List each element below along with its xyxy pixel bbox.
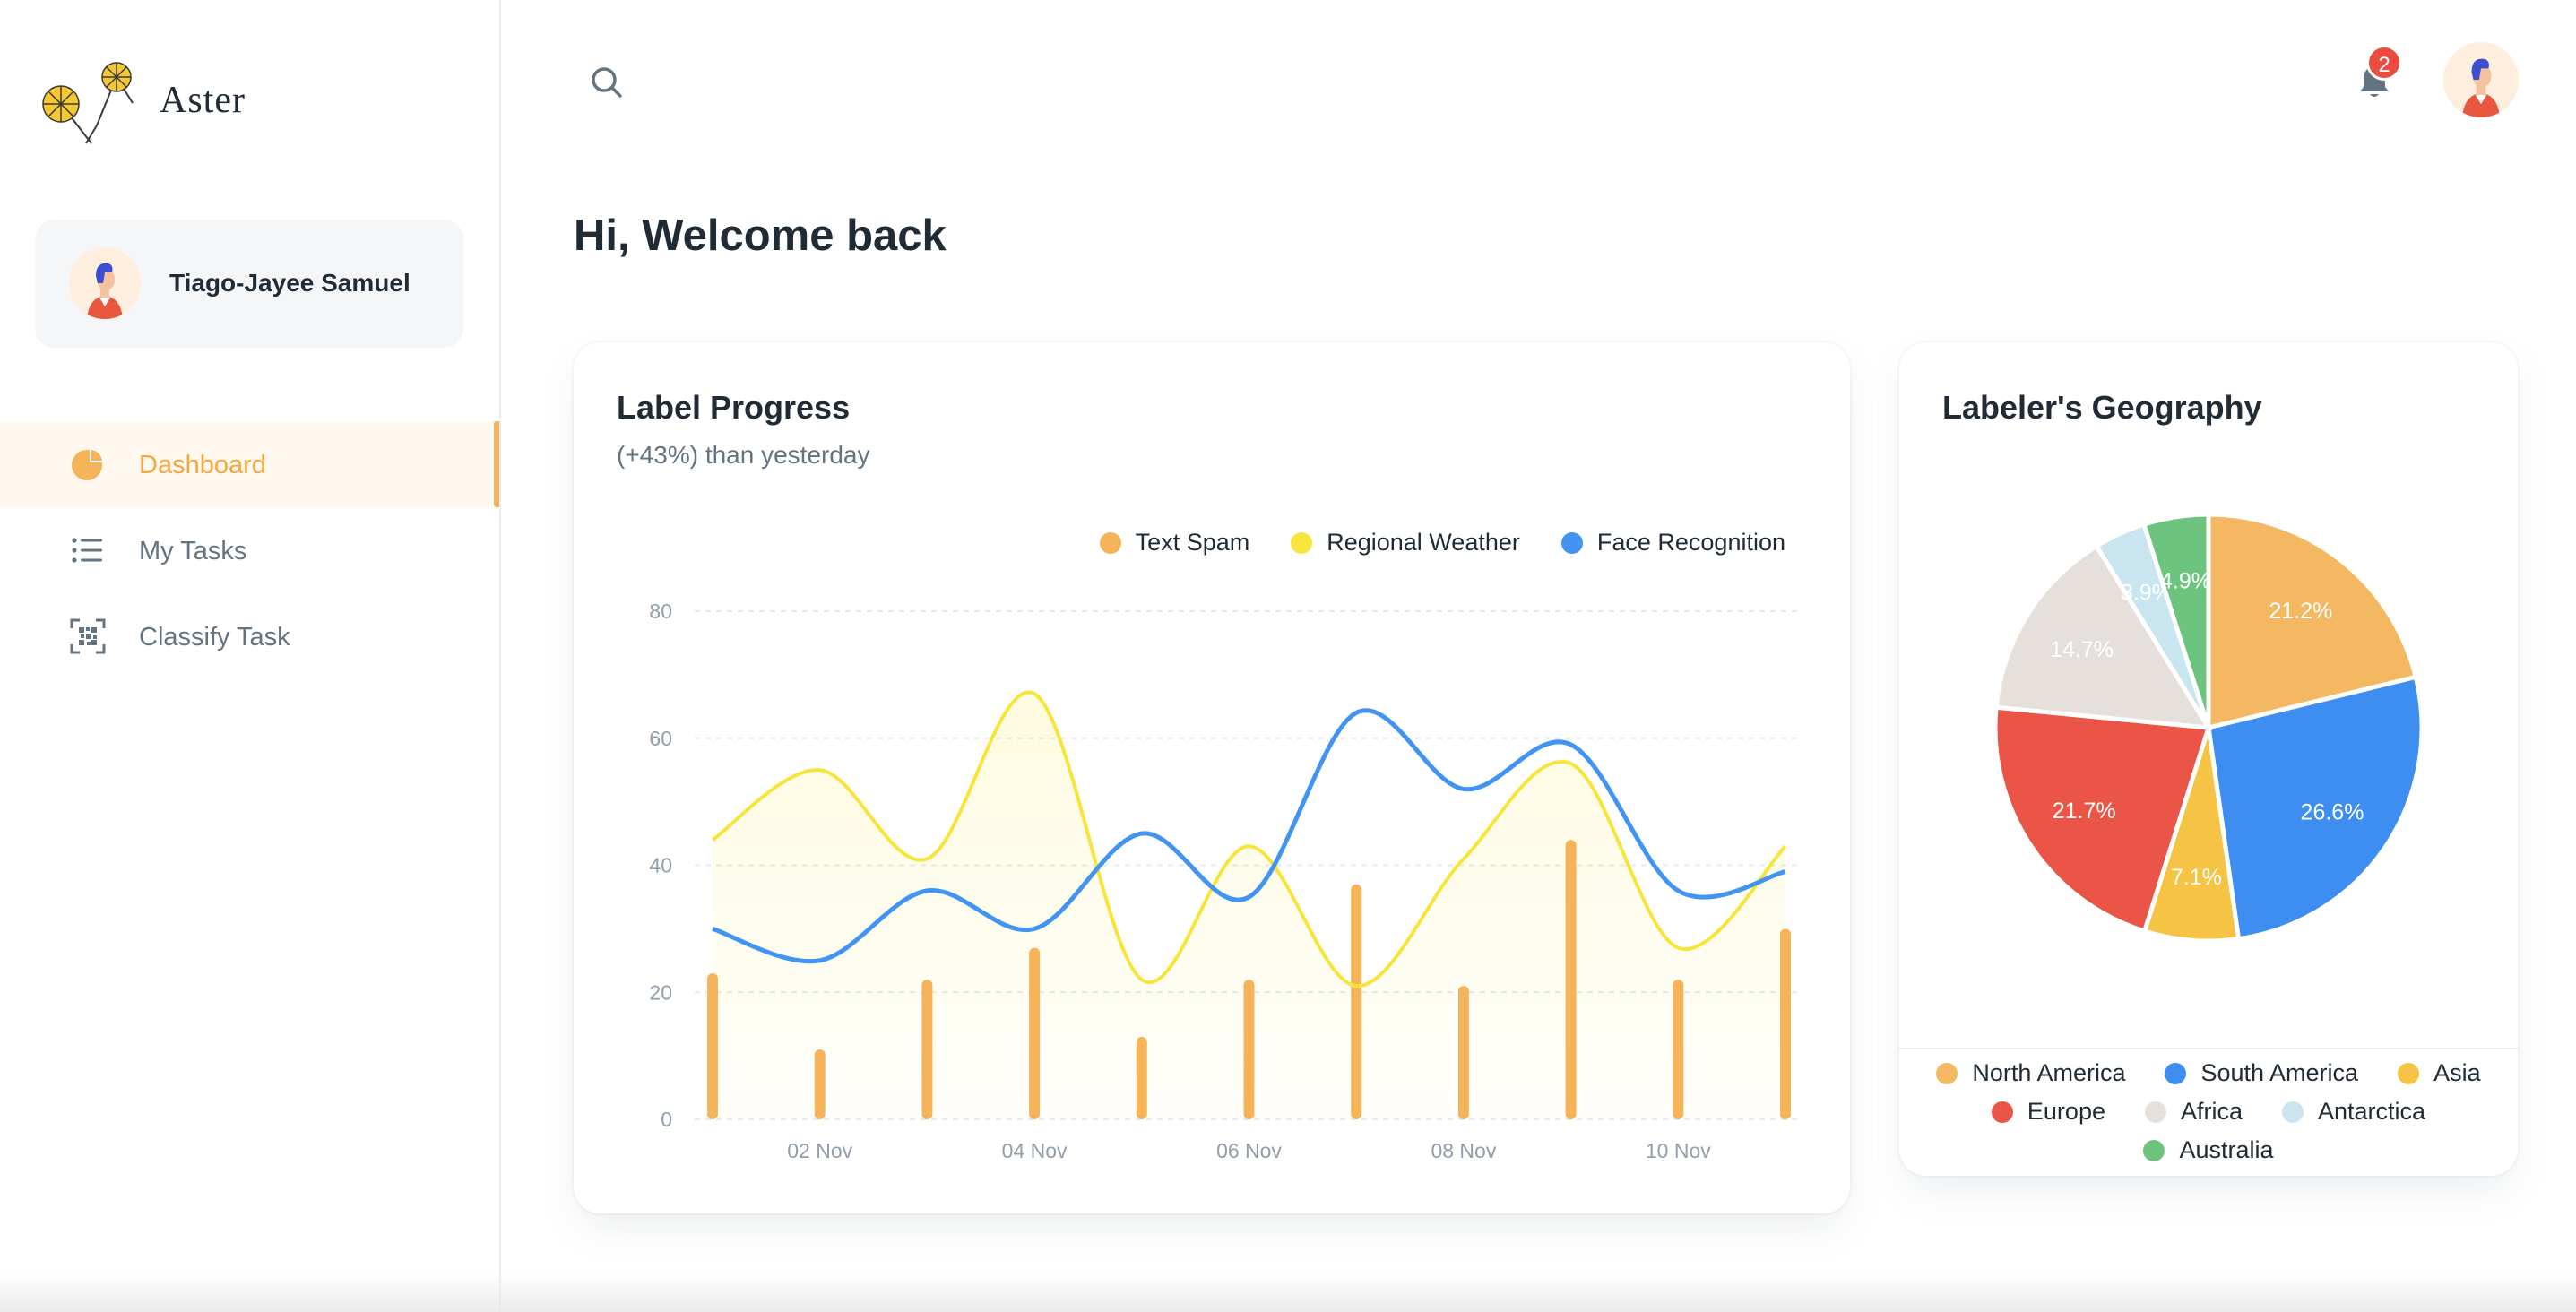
text-spam-bar bbox=[1243, 980, 1255, 1119]
text-spam-bar bbox=[1136, 1036, 1147, 1119]
regional-weather-line bbox=[711, 690, 1787, 988]
x-tick-label: 06 Nov bbox=[1216, 1139, 1282, 1162]
pie-slice-label: 26.6% bbox=[2301, 799, 2364, 824]
user-avatar-icon bbox=[69, 247, 141, 319]
card-subtitle: (+43%) than yesterday bbox=[617, 441, 870, 469]
text-spam-bar bbox=[1565, 840, 1577, 1119]
legend-label: Face Recognition bbox=[1596, 529, 1785, 556]
legend-item-antarctica[interactable]: Antarctica bbox=[2282, 1098, 2425, 1126]
legend-label: Regional Weather bbox=[1327, 529, 1520, 556]
avatar bbox=[69, 247, 141, 319]
legend-dot bbox=[2143, 1139, 2165, 1161]
legend-label: Antarctica bbox=[2318, 1098, 2426, 1125]
pie-slice-south-america bbox=[2206, 674, 2425, 942]
regional-weather-area bbox=[713, 692, 1785, 1119]
pie-slice-label: 21.7% bbox=[2053, 798, 2116, 824]
search-icon[interactable] bbox=[587, 63, 627, 102]
x-tick-label: 10 Nov bbox=[1646, 1139, 1711, 1162]
list-icon bbox=[72, 538, 102, 563]
text-spam-bar bbox=[921, 980, 933, 1119]
sidebar-nav: Dashboard My Tasks bbox=[0, 421, 499, 679]
legend-label: Text Spam bbox=[1135, 529, 1250, 556]
pie-slice-australia bbox=[2140, 512, 2211, 729]
pie-slice-north-america bbox=[2206, 512, 2419, 731]
legend-item-africa[interactable]: Africa bbox=[2144, 1098, 2243, 1126]
pie-slice-label: 7.1% bbox=[2171, 865, 2222, 890]
sidebar-item-my-tasks[interactable]: My Tasks bbox=[0, 507, 499, 593]
brand-logo[interactable]: Aster bbox=[34, 54, 267, 152]
text-spam-bar bbox=[814, 1049, 826, 1119]
legend-item-north-america[interactable]: North America bbox=[1936, 1059, 2125, 1087]
text-spam-bar bbox=[1780, 928, 1791, 1119]
legend-dot bbox=[2144, 1101, 2166, 1123]
sidebar-item-label: My Tasks bbox=[139, 537, 247, 565]
x-tick-label: 04 Nov bbox=[1002, 1139, 1068, 1162]
sidebar: Aster Tiago-Jayee Samuel Dashboard bbox=[0, 0, 501, 1312]
legend-label: Europe bbox=[2027, 1098, 2105, 1125]
scan-icon bbox=[70, 618, 106, 654]
aster-flower-icon bbox=[42, 62, 134, 144]
y-tick-label: 60 bbox=[649, 727, 672, 750]
legend-item-regional-weather[interactable]: Regional Weather bbox=[1291, 529, 1520, 557]
y-tick-label: 40 bbox=[649, 854, 672, 877]
face-recognition-line bbox=[712, 708, 1786, 964]
y-tick-label: 20 bbox=[649, 980, 672, 1004]
pie-slice-africa bbox=[1993, 542, 2213, 730]
legend-dot bbox=[1291, 531, 1313, 554]
legend-label: Asia bbox=[2433, 1059, 2481, 1086]
brand-name: Aster bbox=[160, 80, 246, 121]
pie-slice-europe bbox=[1993, 704, 2212, 935]
legend-dot bbox=[1560, 531, 1583, 554]
legend-dot bbox=[1936, 1062, 1958, 1084]
pie-chart-icon bbox=[72, 449, 103, 480]
legend-item-asia[interactable]: Asia bbox=[2398, 1059, 2481, 1087]
labeler-geography-card: Labeler's Geography 21.2% 26.6% 7.1% 21.7% 1… bbox=[1899, 342, 2518, 1176]
x-tick-label: 08 Nov bbox=[1431, 1139, 1496, 1162]
user-avatar-icon bbox=[2443, 42, 2519, 117]
sidebar-item-dashboard[interactable]: Dashboard bbox=[0, 421, 499, 507]
card-title: Labeler's Geography bbox=[1942, 389, 2262, 426]
text-spam-bar bbox=[1673, 980, 1684, 1119]
notification-badge: 2 bbox=[2366, 45, 2402, 81]
geography-pie-chart: 21.2%26.6%7.1%21.7%14.7%3.9%4.9% bbox=[1993, 512, 2425, 944]
label-progress-card: Label Progress (+43%) than yesterday Tex… bbox=[574, 342, 1850, 1213]
x-tick-label: 02 Nov bbox=[787, 1139, 852, 1162]
legend-label: Africa bbox=[2180, 1098, 2243, 1125]
header-avatar[interactable] bbox=[2443, 42, 2519, 117]
page-title: Hi, Welcome back bbox=[574, 211, 947, 260]
legend-item-face-recognition[interactable]: Face Recognition bbox=[1560, 529, 1785, 557]
text-spam-bar bbox=[1029, 947, 1041, 1119]
legend-dot bbox=[2282, 1101, 2304, 1123]
legend-label: Australia bbox=[2179, 1136, 2274, 1163]
sidebar-item-classify-task[interactable]: Classify Task bbox=[0, 593, 499, 679]
legend-dot bbox=[1991, 1101, 2013, 1123]
pie-slice-label: 4.9% bbox=[2160, 568, 2211, 593]
pie-legend: North America South America Asia Europe Afri… bbox=[1917, 1059, 2500, 1164]
legend-dot bbox=[1099, 531, 1121, 554]
account-name: Tiago-Jayee Samuel bbox=[169, 269, 411, 297]
legend-dot bbox=[2398, 1062, 2420, 1084]
account-card[interactable]: Tiago-Jayee Samuel bbox=[35, 220, 463, 348]
y-tick-label: 0 bbox=[661, 1108, 672, 1131]
sidebar-item-label: Classify Task bbox=[139, 623, 290, 652]
pie-slice-label: 21.2% bbox=[2269, 599, 2332, 624]
y-tick-label: 80 bbox=[649, 600, 672, 623]
sidebar-item-label: Dashboard bbox=[139, 451, 266, 479]
chart-legend: Text Spam Regional Weather Face Recognit… bbox=[1099, 529, 1785, 557]
legend-item-europe[interactable]: Europe bbox=[1991, 1098, 2105, 1126]
bottom-fade bbox=[0, 1273, 2576, 1312]
text-spam-bar bbox=[707, 972, 718, 1119]
legend-dot bbox=[2165, 1062, 2187, 1084]
legend-label: North America bbox=[1972, 1059, 2126, 1086]
divider bbox=[1899, 1048, 2518, 1049]
legend-item-australia[interactable]: Australia bbox=[2143, 1136, 2274, 1164]
text-spam-bar bbox=[1457, 986, 1469, 1119]
legend-item-text-spam[interactable]: Text Spam bbox=[1099, 529, 1250, 557]
card-title: Label Progress bbox=[617, 389, 851, 426]
legend-label: South America bbox=[2200, 1059, 2359, 1086]
label-progress-chart: 0 20 40 60 80 02 Nov 04 Nov 06 Nov 08 Nov 10 Nov bbox=[649, 600, 1802, 1162]
pie-slice-label: 14.7% bbox=[2050, 637, 2114, 662]
legend-item-south-america[interactable]: South America bbox=[2165, 1059, 2358, 1087]
text-spam-bar bbox=[1351, 884, 1362, 1119]
